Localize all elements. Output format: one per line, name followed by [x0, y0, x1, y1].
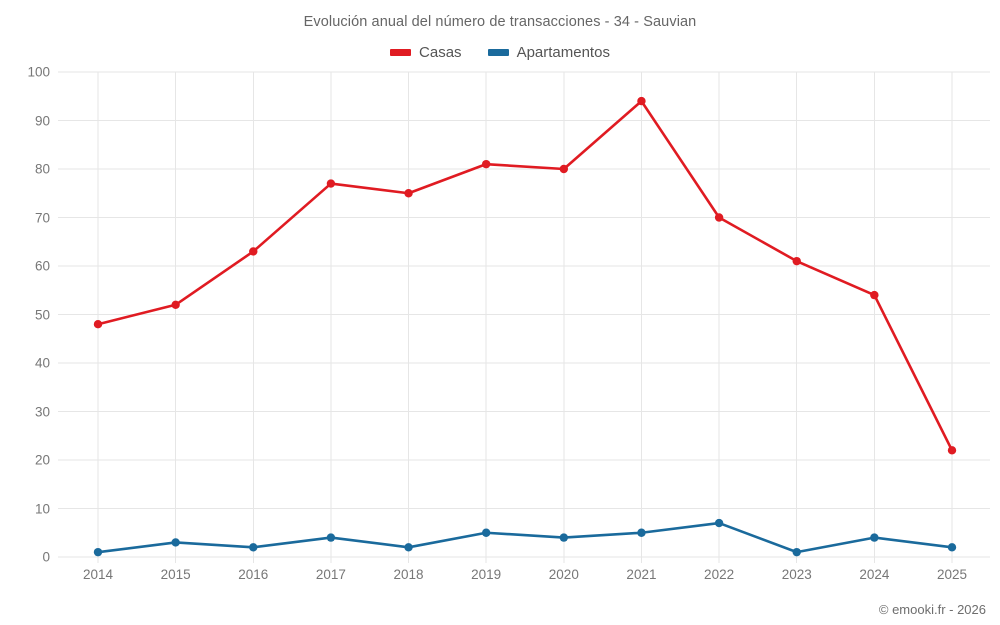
y-axis-tick-label: 50 — [34, 307, 50, 322]
gridlines — [58, 71, 990, 558]
y-axis-tick-label: 100 — [27, 64, 50, 80]
data-point[interactable] — [714, 213, 724, 222]
data-point[interactable] — [249, 247, 258, 256]
y-axis-tick-label: 90 — [34, 113, 50, 128]
x-axis-tick-label: 2016 — [238, 567, 269, 582]
data-point[interactable] — [249, 543, 258, 552]
data-point[interactable] — [792, 256, 801, 266]
x-axis-tick-label: 2024 — [859, 567, 890, 582]
data-point[interactable] — [870, 533, 879, 542]
y-axis-tick-label: 80 — [34, 161, 50, 177]
x-axis-tick-label: 2023 — [781, 567, 812, 582]
data-point[interactable] — [93, 547, 103, 557]
series-layer — [93, 96, 957, 557]
legend-label: Apartamentos — [516, 44, 610, 61]
legend-item-apartamentos[interactable]: Apartamentos — [487, 44, 610, 61]
chart-legend: Casas Apartamentos — [0, 44, 1000, 61]
series-apartamentos — [93, 518, 957, 557]
x-axis-tick-label: 2018 — [393, 567, 424, 582]
y-axis-tick-label: 0 — [42, 549, 50, 565]
series-line — [96, 521, 954, 554]
legend-swatch-icon — [487, 49, 509, 56]
data-point[interactable] — [404, 189, 413, 198]
y-axis-tick-label: 20 — [34, 452, 50, 468]
x-axis-tick-label: 2021 — [626, 567, 657, 582]
data-point[interactable] — [714, 518, 724, 528]
data-point[interactable] — [947, 446, 957, 455]
footer-credit: © emooki.fr - 2026 — [878, 602, 986, 617]
data-point[interactable] — [93, 320, 103, 329]
series-line — [96, 99, 954, 452]
data-point[interactable] — [637, 96, 646, 106]
vertical-gridlines — [97, 72, 953, 563]
x-axis-tick-label: 2017 — [315, 567, 346, 582]
data-point[interactable] — [870, 290, 879, 300]
data-point[interactable] — [637, 528, 646, 537]
data-point[interactable] — [481, 159, 491, 169]
y-axis-tick-label: 10 — [34, 501, 50, 516]
data-point[interactable] — [171, 300, 180, 309]
data-point[interactable] — [171, 538, 180, 547]
x-axis-tick-label: 2014 — [82, 567, 114, 582]
data-point[interactable] — [404, 543, 413, 552]
data-point[interactable] — [326, 179, 336, 188]
data-point[interactable] — [326, 533, 336, 542]
data-point[interactable] — [947, 543, 957, 552]
x-axis-tick-label: 2022 — [704, 567, 735, 582]
data-point[interactable] — [559, 533, 569, 542]
y-axis-tick-label: 60 — [34, 258, 50, 274]
y-axis-tick-label: 70 — [34, 210, 50, 225]
legend-label: Casas — [419, 44, 462, 61]
series-casas — [93, 96, 957, 455]
y-axis-tick-label: 30 — [34, 404, 50, 419]
x-axis-tick-label: 2020 — [548, 567, 579, 582]
legend-swatch-icon — [390, 49, 412, 56]
chart-title: Evolución anual del número de transaccio… — [303, 14, 697, 30]
data-point[interactable] — [559, 164, 569, 174]
y-axis-tick-label: 40 — [34, 355, 50, 371]
x-axis-tick-label: 2025 — [936, 567, 968, 582]
x-axis-tick-label: 2019 — [471, 567, 502, 582]
legend-item-casas[interactable]: Casas — [390, 44, 462, 61]
data-point[interactable] — [481, 528, 491, 537]
data-point[interactable] — [792, 547, 801, 557]
x-axis-tick-label: 2015 — [160, 567, 191, 582]
